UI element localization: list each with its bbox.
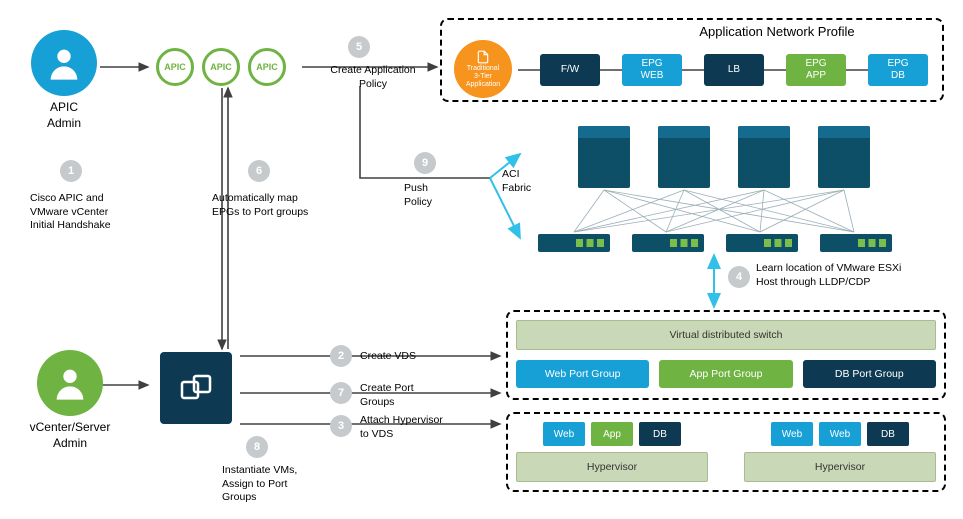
spine-switch-icon <box>818 126 870 188</box>
apic-cluster: APICAPICAPIC <box>156 48 286 86</box>
spine-switch-icon <box>738 126 790 188</box>
anp-title: Application Network Profile <box>612 24 942 39</box>
spine-row <box>578 126 870 188</box>
step-6-badge: 6 <box>248 160 270 182</box>
apic-ring-icon: APIC <box>202 48 240 86</box>
vds-container: Virtual distributed switch Web Port Grou… <box>506 310 946 400</box>
step-4-text: Learn location of VMware ESXi Host throu… <box>756 262 901 289</box>
step-7-text: Create Port Groups <box>360 382 414 409</box>
vds-port-groups: Web Port Group App Port Group DB Port Grou… <box>516 360 936 388</box>
step-3-text: Attach Hypervisor to VDS <box>360 414 443 441</box>
vmware-icon <box>160 352 232 424</box>
anp-block: F/W <box>540 54 600 86</box>
spine-switch-icon <box>658 126 710 188</box>
spine-switch-icon <box>578 126 630 188</box>
aci-fabric-label: ACI Fabric <box>502 168 531 195</box>
vds-title: Virtual distributed switch <box>516 320 936 350</box>
apic-admin: APIC Admin <box>24 30 104 131</box>
vcenter-admin: vCenter/Server Admin <box>24 350 116 451</box>
leaf-switch-icon <box>726 234 798 252</box>
leaf-row <box>538 234 892 252</box>
step-4-badge: 4 <box>728 266 750 288</box>
app-circle-label: Traditional 3-Tier Application <box>466 65 500 88</box>
vm-chip: Web <box>819 422 861 446</box>
vm-chip: Web <box>771 422 813 446</box>
step-5-badge: 5 <box>348 36 370 58</box>
port-group: App Port Group <box>659 360 792 388</box>
step-6-text: Automatically map EPGs to Port groups <box>212 192 308 219</box>
hypervisor-label: Hypervisor <box>516 452 708 482</box>
step-9-text: Push Policy <box>404 182 432 209</box>
vm-chip: App <box>591 422 633 446</box>
step-1-text: Cisco APIC and VMware vCenter Initial Ha… <box>30 192 111 233</box>
apic-ring-icon: APIC <box>248 48 286 86</box>
step-2-badge: 2 <box>330 345 352 367</box>
vcenter-admin-label: vCenter/Server Admin <box>24 420 116 451</box>
user-icon <box>31 30 97 96</box>
anp-blocks: F/W EPG WEB LB EPG APP EPG DB <box>540 54 928 86</box>
apic-admin-label: APIC Admin <box>24 100 104 131</box>
step-2-text: Create VDS <box>360 350 416 364</box>
apic-ring-icon: APIC <box>156 48 194 86</box>
step-5-text: Create Application Policy <box>318 64 428 91</box>
anp-block: EPG APP <box>786 54 846 86</box>
leaf-switch-icon <box>820 234 892 252</box>
step-1-badge: 1 <box>60 160 82 182</box>
app-circle-icon: Traditional 3-Tier Application <box>454 40 512 98</box>
hypervisor-label: Hypervisor <box>744 452 936 482</box>
anp-block: EPG WEB <box>622 54 682 86</box>
step-3-badge: 3 <box>330 415 352 437</box>
vm-chip: DB <box>639 422 681 446</box>
anp-block: LB <box>704 54 764 86</box>
user-icon <box>37 350 103 416</box>
port-group: DB Port Group <box>803 360 936 388</box>
vm-chip: Web <box>543 422 585 446</box>
step-8-text: Instantiate VMs, Assign to Port Groups <box>222 464 297 505</box>
port-group: Web Port Group <box>516 360 649 388</box>
hypervisor: WebWebDBHypervisor <box>744 422 936 482</box>
step-9-badge: 9 <box>414 152 436 174</box>
vm-chip: DB <box>867 422 909 446</box>
leaf-switch-icon <box>632 234 704 252</box>
step-8-badge: 8 <box>246 436 268 458</box>
hypervisor: WebAppDB Hypervisor <box>516 422 708 482</box>
hypervisor-container: WebAppDBHypervisorWebWebDBHypervisor <box>506 412 946 492</box>
step-7-badge: 7 <box>330 382 352 404</box>
leaf-switch-icon <box>538 234 610 252</box>
anp-block: EPG DB <box>868 54 928 86</box>
